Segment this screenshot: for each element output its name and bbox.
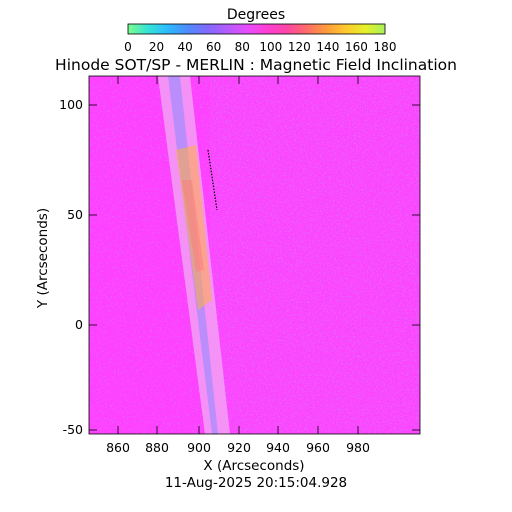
colorbar	[127, 23, 386, 35]
x-tick-label: 980	[346, 440, 370, 455]
y-tick-label: -50	[63, 422, 83, 437]
colorbar-tick-label: 160	[345, 40, 368, 54]
colorbar-label: Degrees	[227, 7, 285, 23]
x-tick-label: 960	[306, 440, 330, 455]
x-axis: 860 880 900 920 940 960 980	[106, 76, 370, 455]
y-axis-label: Y (Arcseconds)	[35, 208, 51, 309]
x-axis-label: X (Arcseconds)	[203, 458, 304, 474]
x-tick-label: 900	[187, 440, 211, 455]
colorbar-tick-label: 80	[235, 40, 250, 54]
colorbar-tick-label: 180	[374, 40, 397, 54]
colorbar-tick-label: 100	[259, 40, 282, 54]
colorbar-tick-label: 20	[149, 40, 164, 54]
inclination-map	[89, 76, 420, 434]
colorbar-tick-label: 40	[177, 40, 192, 54]
y-tick-label: 0	[75, 317, 83, 332]
colorbar-tick-label: 140	[316, 40, 339, 54]
x-tick-label: 880	[145, 440, 169, 455]
y-tick-label: 100	[59, 97, 83, 112]
colorbar-ticks: 0 20 40 60 80 100 120 140 160 180	[124, 40, 396, 54]
map-frame	[88, 75, 421, 435]
timestamp: 11-Aug-2025 20:15:04.928	[165, 475, 347, 491]
colorbar-tick-label: 120	[288, 40, 311, 54]
x-tick-label: 940	[266, 440, 290, 455]
x-tick-label: 920	[227, 440, 251, 455]
colorbar-tick-label: 60	[206, 40, 221, 54]
y-tick-label: 50	[67, 207, 83, 222]
x-tick-label: 860	[106, 440, 130, 455]
map-title: Hinode SOT/SP - MERLIN : Magnetic Field …	[55, 56, 457, 74]
colorbar-tick-label: 0	[124, 40, 132, 54]
y-axis: 100 50 0 -50	[59, 97, 420, 437]
